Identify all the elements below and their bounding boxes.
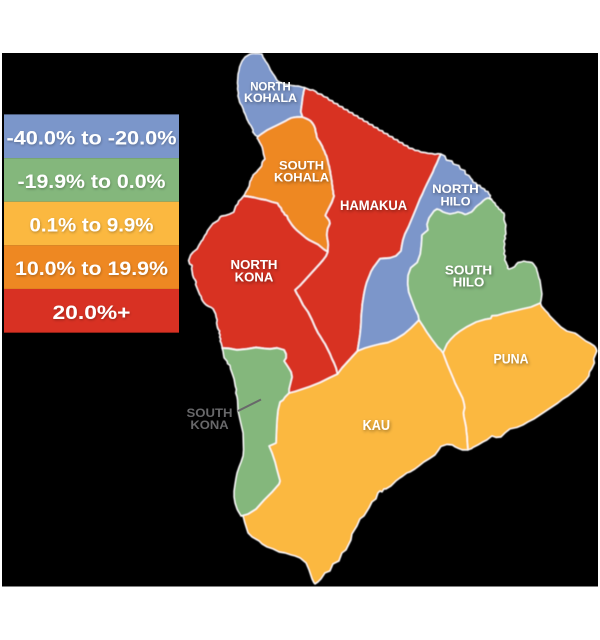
svg-text:KONA: KONA bbox=[190, 418, 229, 432]
svg-text:10.0% to 19.9%: 10.0% to 19.9% bbox=[15, 258, 168, 280]
svg-text:HAMAKUA: HAMAKUA bbox=[340, 198, 407, 213]
svg-text:SOUTH: SOUTH bbox=[187, 406, 233, 420]
svg-text:PUNA: PUNA bbox=[494, 351, 529, 367]
svg-text:KOHALA: KOHALA bbox=[274, 170, 329, 184]
svg-text:0.1% to 9.9%: 0.1% to 9.9% bbox=[30, 215, 154, 237]
svg-text:-19.9% to 0.0%: -19.9% to 0.0% bbox=[18, 171, 166, 193]
svg-text:HILO: HILO bbox=[453, 275, 485, 290]
svg-text:20.0%+: 20.0%+ bbox=[53, 302, 131, 324]
svg-text:KOHALA: KOHALA bbox=[244, 91, 297, 105]
svg-text:SOUTH: SOUTH bbox=[445, 262, 492, 277]
svg-text:-40.0% to -20.0%: -40.0% to -20.0% bbox=[7, 127, 177, 149]
svg-text:NORTH: NORTH bbox=[231, 257, 278, 272]
svg-text:SOUTH: SOUTH bbox=[279, 158, 324, 172]
svg-text:HILO: HILO bbox=[441, 194, 471, 208]
svg-text:NORTH: NORTH bbox=[432, 182, 479, 196]
svg-text:KONA: KONA bbox=[235, 269, 274, 284]
svg-text:KAU: KAU bbox=[363, 418, 390, 434]
svg-text:NORTH: NORTH bbox=[250, 80, 291, 94]
